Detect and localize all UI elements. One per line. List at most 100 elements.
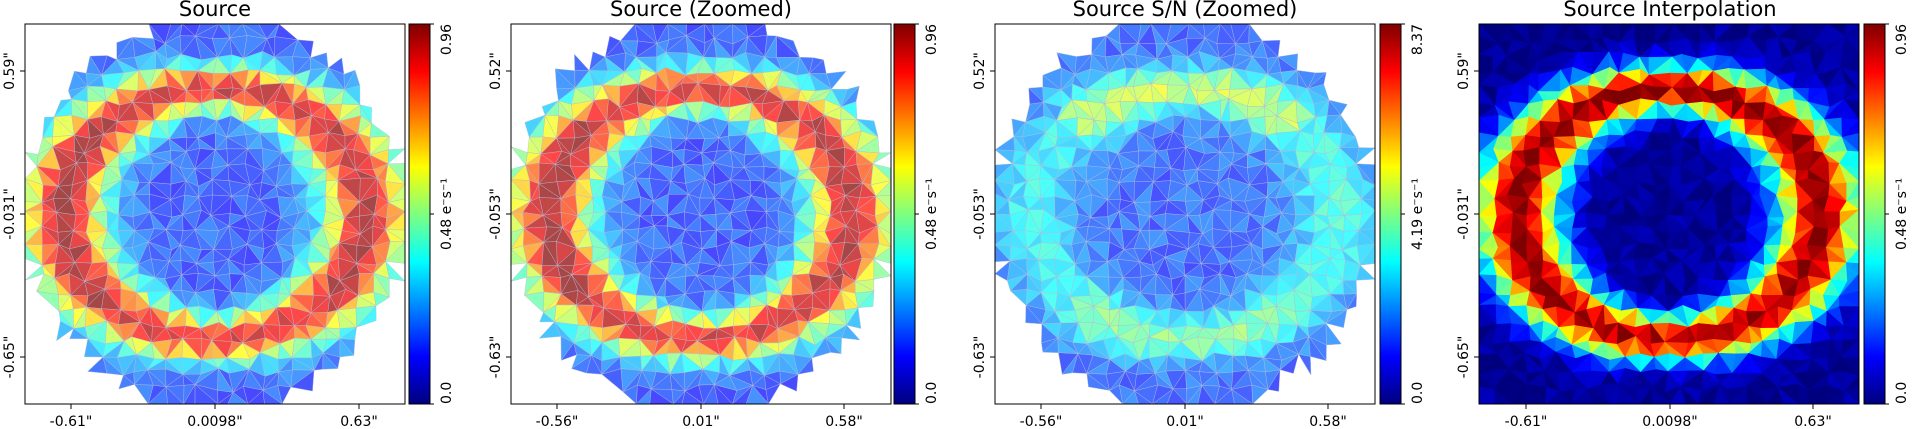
mesh-cell: [1025, 304, 1043, 325]
mesh-cell: [1325, 322, 1342, 346]
mesh-cell: [84, 338, 104, 358]
mesh-cell: [165, 386, 184, 404]
y-tick-label: 0.52": [488, 52, 504, 90]
mesh-cell: [1325, 309, 1348, 328]
mesh-cell: [779, 373, 799, 392]
interpolated-cell: [1713, 383, 1729, 404]
x-tick-label: 0.0098": [187, 414, 242, 429]
colorbar-gradient: [893, 23, 916, 405]
mesh-cell: [387, 148, 405, 165]
x-tick-label: 0.01": [1166, 414, 1204, 429]
mesh-cell: [277, 385, 292, 404]
panel-source: Source -0.61" 0.0098" 0.63" 0.59" -0.031…: [2, 0, 455, 429]
mesh-cell: [826, 70, 847, 90]
mesh-cell: [227, 392, 249, 404]
x-axis: -0.56" 0.01" 0.58": [536, 404, 863, 429]
colorbar-min-label: 0.0: [924, 382, 940, 404]
mesh-cell: [995, 244, 1011, 263]
mesh-cell: [1086, 373, 1110, 391]
mesh-cell: [118, 374, 135, 390]
mesh-cell: [56, 320, 74, 342]
mesh-cell: [1308, 336, 1327, 362]
mesh-cell: [262, 389, 283, 404]
y-tick-label: -0.031": [1456, 188, 1472, 240]
reconstruction-mesh: [511, 24, 891, 404]
interpolated-cell: [1586, 388, 1610, 404]
interpolated-cell: [1558, 390, 1572, 404]
mesh-cell: [1166, 388, 1188, 404]
interpolated-cell: [1651, 386, 1671, 404]
y-axis: 0.59" -0.031" -0.65": [1456, 52, 1479, 378]
mesh-cell: [873, 258, 891, 280]
x-tick-label: 0.63": [340, 414, 378, 429]
interpolated-cell: [1680, 386, 1699, 404]
y-tick-label: -0.053": [488, 188, 504, 240]
colorbar-mid-label: 4.19 e⁻s⁻¹: [1410, 178, 1426, 250]
mesh-cell: [1298, 354, 1312, 376]
colorbar: 0.96 0.48 e⁻s⁻¹ 0.0: [1863, 23, 1910, 405]
mesh-cell: [649, 388, 674, 404]
panel-source-interpolation: Source Interpolation -0.61" 0.0098" 0.63…: [1456, 0, 1910, 429]
mesh-cell: [373, 291, 390, 307]
y-tick-label: -0.031": [2, 188, 18, 240]
mesh-cell: [1279, 353, 1299, 374]
mesh-cell: [857, 290, 875, 308]
x-tick-label: -0.61": [1505, 414, 1548, 429]
mesh-cell: [194, 384, 219, 404]
interpolated-cell: [1525, 384, 1546, 404]
colorbar-gradient: [1863, 23, 1886, 405]
colorbar-max-label: 0.96: [439, 24, 455, 55]
colorbar-mid-label: 0.48 e⁻s⁻¹: [1894, 178, 1910, 250]
mesh-cell: [1072, 353, 1088, 374]
mesh-cell: [841, 324, 861, 341]
mesh-cell: [765, 383, 781, 404]
mesh-cell: [355, 305, 377, 328]
y-tick-label: 0.59": [2, 52, 18, 90]
x-tick-label: 0.0098": [1642, 414, 1697, 429]
colorbar: 8.37 4.19 e⁻s⁻¹ 0.0: [1379, 23, 1426, 405]
mesh-cell: [1197, 385, 1216, 404]
x-tick-label: -0.61": [50, 414, 93, 429]
panel-source-zoomed: Source (Zoomed) -0.56" 0.01" 0.58" 0.52"…: [488, 0, 940, 429]
y-tick-label: -0.63": [972, 336, 988, 379]
x-axis: -0.61" 0.0098" 0.63": [50, 404, 378, 429]
mesh-cell: [745, 385, 769, 404]
x-tick-label: 0.58": [1309, 414, 1347, 429]
mesh-cell: [872, 152, 891, 165]
mesh-cell: [825, 337, 842, 354]
colorbar-max-label: 0.96: [1894, 24, 1910, 55]
mesh-cell: [797, 357, 814, 375]
y-tick-label: -0.65": [2, 336, 18, 379]
panel-title: Source (Zoomed): [610, 0, 792, 21]
y-axis: 0.52" -0.053" -0.63": [972, 52, 995, 378]
y-axis: 0.59" -0.031" -0.65": [2, 52, 25, 378]
interpolated-cell: [1493, 388, 1513, 404]
x-tick-label: 0.01": [682, 414, 720, 429]
mesh-cell: [322, 352, 339, 370]
x-axis: -0.61" 0.0098" 0.63": [1505, 404, 1832, 429]
colorbar-max-label: 8.37: [1410, 24, 1426, 55]
mesh-cell: [586, 354, 603, 375]
colorbar: 0.96 0.48 e⁻s⁻¹ 0.0: [893, 23, 940, 405]
colorbar-mid-label: 0.48 e⁻s⁻¹: [439, 178, 455, 250]
mesh-cell: [290, 369, 315, 392]
mesh-cell: [846, 307, 862, 329]
plot-area: [511, 24, 891, 404]
colorbar-mid-label: 0.48 e⁻s⁻¹: [924, 178, 940, 250]
x-tick-label: -0.56": [1020, 414, 1063, 429]
mesh-cell: [511, 248, 528, 265]
mesh-cell: [1356, 264, 1375, 281]
interpolated-cell: [1807, 389, 1829, 404]
mesh-cell: [1251, 384, 1269, 404]
x-tick-label: 0.63": [1794, 414, 1832, 429]
plot-area: [1479, 24, 1859, 404]
reconstruction-mesh: [25, 24, 405, 404]
mesh-cell: [69, 328, 89, 339]
colorbar-gradient: [1379, 23, 1402, 405]
mesh-cell: [1355, 147, 1375, 165]
interpolated-image: [1479, 24, 1859, 404]
panel-title: Source Interpolation: [1563, 0, 1776, 21]
plot-area: [25, 24, 405, 404]
interpolated-cell: [1776, 386, 1799, 404]
